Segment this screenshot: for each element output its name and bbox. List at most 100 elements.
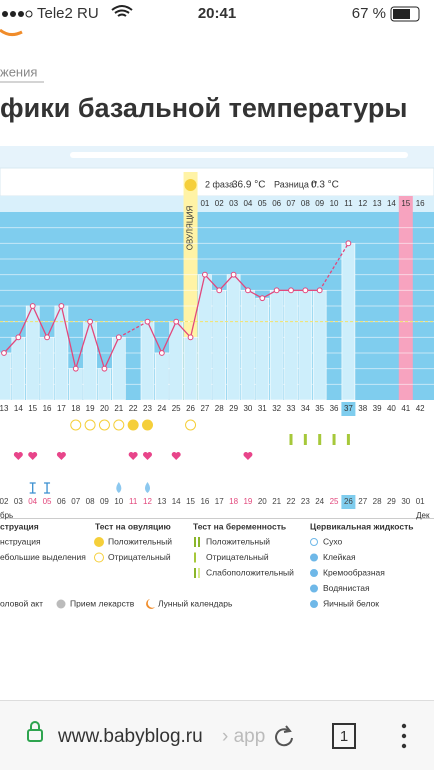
temp-bar — [25, 305, 40, 401]
date-label: 27 — [358, 497, 367, 506]
temp-point — [72, 365, 79, 372]
temp-point — [44, 334, 50, 341]
diff-label: Разница t° — [274, 179, 318, 189]
legend-extra: Лунный календарь — [158, 598, 233, 608]
temp-bar — [183, 337, 198, 401]
day-label: 18 — [71, 404, 80, 413]
trend-line — [17, 305, 34, 338]
date-label: 04 — [28, 497, 37, 506]
legend-extra: Прием лекарств — [70, 598, 135, 608]
day-label: 17 — [57, 404, 66, 413]
url-path[interactable]: › app — [222, 726, 265, 747]
legend-icon — [310, 600, 318, 608]
signal — [2, 10, 33, 18]
temp-bar — [97, 368, 112, 401]
ovulation-test — [98, 419, 110, 431]
day-label: 21 — [114, 404, 123, 413]
pregnancy-test — [346, 434, 350, 445]
today-date-box — [341, 495, 356, 509]
temp-point — [302, 287, 309, 294]
date-label: 25 — [330, 497, 339, 506]
url-domain[interactable]: www.babyblog.ru — [57, 726, 203, 747]
trend-line — [161, 321, 177, 354]
temp-point — [115, 334, 122, 341]
temp-bar — [298, 290, 313, 401]
breadcrumb[interactable]: жения — [0, 64, 37, 79]
legend-item: Сухо — [323, 536, 343, 546]
ovulation-dot — [184, 179, 197, 191]
cycle-day: 04 — [243, 199, 252, 208]
url-bar — [0, 700, 434, 770]
marked-column — [398, 196, 413, 400]
pregnancy-test — [332, 434, 336, 445]
temp-point — [216, 287, 223, 294]
clock: 20:41 — [198, 5, 236, 22]
day-label: 37 — [344, 404, 353, 413]
date-label: 21 — [272, 497, 281, 506]
day-label: 13 — [0, 404, 9, 413]
scrollbar[interactable] — [70, 152, 408, 158]
temp-point — [144, 318, 151, 325]
cycle-row — [0, 196, 434, 212]
legend-icon — [194, 568, 196, 578]
pregnancy-test — [289, 434, 293, 445]
day-label: 30 — [243, 404, 252, 413]
date-label: 02 — [0, 497, 9, 506]
cycle-day: 06 — [272, 199, 281, 208]
trend-line — [3, 336, 19, 354]
heart — [243, 452, 253, 460]
legend-item: нструация — [0, 536, 41, 546]
date-label: 09 — [100, 497, 109, 506]
date-label: 26 — [344, 497, 353, 506]
cycle-day: 10 — [330, 199, 339, 208]
day-label: 25 — [172, 404, 181, 413]
temp-bar — [54, 305, 69, 401]
temp-bar — [284, 290, 298, 401]
legend-item: Отрицательный — [206, 552, 269, 562]
temp-point — [202, 271, 208, 278]
cycle-day: 03 — [229, 199, 238, 208]
temp-bar — [226, 274, 241, 401]
day-label: 29 — [229, 404, 238, 413]
temp-bar — [255, 297, 270, 401]
trend-line — [60, 305, 77, 369]
temp-bar — [40, 337, 54, 401]
temp-bar — [155, 352, 169, 401]
legend-icon — [310, 569, 318, 577]
temp-bar — [0, 352, 11, 401]
cycle-day: 09 — [315, 199, 324, 208]
battery — [390, 6, 420, 22]
day-label: 31 — [258, 404, 267, 413]
legend-icon — [198, 537, 200, 547]
cycle-day: 15 — [401, 199, 410, 208]
legend-extra: оловой акт — [0, 598, 43, 608]
date-label: 17 — [215, 497, 224, 506]
tabs-button[interactable] — [332, 723, 356, 749]
trend-gap — [118, 321, 148, 338]
day-label: 24 — [157, 404, 166, 413]
date-label: 07 — [71, 497, 80, 506]
temp-point — [273, 287, 280, 294]
trend-line — [75, 321, 91, 369]
trend-line — [204, 274, 220, 291]
menu[interactable] — [401, 723, 407, 749]
heart — [13, 452, 23, 460]
lock-shackle — [30, 721, 40, 730]
cycle-day: 12 — [358, 199, 367, 208]
legend-icon — [198, 568, 200, 578]
date-label: 13 — [157, 497, 166, 506]
ovulation-test — [113, 419, 125, 431]
legend-item: Яичный белок — [323, 598, 379, 608]
reload[interactable] — [275, 725, 293, 747]
day-label: 40 — [387, 404, 396, 413]
battery-text: 67 % — [352, 5, 386, 22]
date-label: 19 — [243, 497, 252, 506]
temp-bar — [241, 290, 255, 401]
logo — [0, 28, 23, 37]
legend-icon — [310, 538, 318, 546]
temp-point — [15, 334, 22, 341]
legend-icon — [56, 599, 66, 609]
date-label: 10 — [114, 497, 123, 506]
legend-item: Клейкая — [323, 552, 356, 562]
